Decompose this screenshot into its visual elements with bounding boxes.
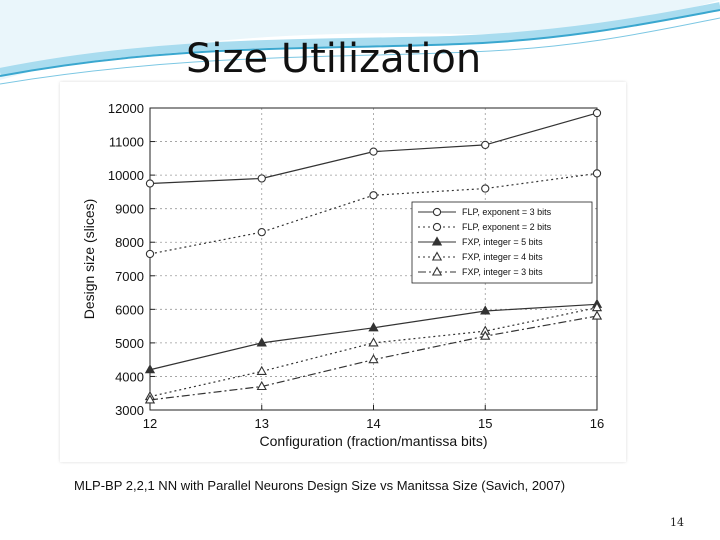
- series-layer: [144, 108, 603, 404]
- x-axis-ticks: 12 13 14 15 16: [143, 405, 604, 431]
- data-point: [481, 140, 490, 150]
- y-axis-ticks: 3000 4000 5000 6000 7000 8000 9000 10000 11000 12…: [108, 101, 155, 418]
- data-point: [369, 191, 378, 200]
- header-wave-decoration: [0, 0, 720, 85]
- legend-label: FXP, integer = 4 bits: [462, 252, 543, 262]
- wave-band: [0, 2, 720, 76]
- data-point: [592, 108, 602, 118]
- data-point: [368, 354, 379, 364]
- data-point: [591, 310, 603, 320]
- legend-marker: [431, 251, 443, 261]
- data-point: [144, 394, 156, 404]
- series-group: [145, 169, 602, 259]
- series-group: [144, 302, 603, 401]
- y-tick-label: 6000: [115, 302, 144, 317]
- series-line: [149, 307, 598, 398]
- y-axis-label: Design size (slices): [81, 199, 97, 320]
- legend-marker: [432, 207, 442, 217]
- y-tick-label: 9000: [115, 202, 144, 217]
- chart-panel: 3000 4000 5000 6000 7000 8000 9000 10000 11000 12…: [60, 82, 626, 462]
- data-point: [257, 228, 266, 237]
- line-chart: 3000 4000 5000 6000 7000 8000 9000 10000 11000 12…: [81, 101, 604, 449]
- wave-line-thin: [0, 17, 720, 85]
- y-tick-label: 7000: [115, 269, 144, 284]
- data-point: [256, 380, 267, 391]
- x-tick-label: 16: [590, 416, 604, 431]
- y-tick-label: 5000: [115, 336, 144, 351]
- data-point: [480, 305, 491, 315]
- data-point: [256, 337, 267, 347]
- data-point: [369, 147, 378, 156]
- data-point: [481, 184, 490, 193]
- data-point: [256, 365, 267, 375]
- data-point: [257, 174, 266, 183]
- legend-label: FLP, exponent = 3 bits: [462, 207, 552, 217]
- legend-label: FLP, exponent = 2 bits: [462, 222, 552, 232]
- data-point: [145, 249, 155, 259]
- page-number: 14: [670, 516, 684, 529]
- series-group: [144, 310, 603, 404]
- legend-marker: [431, 266, 443, 276]
- legend-label: FXP, integer = 3 bits: [462, 267, 543, 277]
- wave-line-dark: [0, 9, 720, 77]
- legend-marker: [431, 236, 443, 246]
- data-point: [592, 169, 602, 178]
- x-axis-label: Configuration (fraction/mantissa bits): [260, 433, 488, 449]
- y-tick-label: 8000: [115, 235, 144, 250]
- x-tick-label: 14: [366, 416, 380, 431]
- y-tick-label: 4000: [115, 369, 144, 384]
- legend: FLP, exponent = 3 bits FLP, exponent = 2 …: [411, 201, 593, 284]
- data-point: [480, 330, 491, 340]
- legend-label: FXP, integer = 5 bits: [462, 237, 543, 247]
- y-tick-label: 11000: [109, 135, 144, 150]
- legend-marker: [432, 222, 442, 232]
- data-point: [368, 322, 379, 332]
- wave-band-light: [0, 0, 720, 80]
- data-point: [144, 364, 156, 374]
- x-tick-label: 15: [478, 416, 492, 431]
- data-point: [145, 179, 155, 188]
- x-tick-label: 13: [255, 416, 269, 431]
- data-point: [368, 337, 379, 347]
- y-tick-label: 12000: [108, 101, 144, 116]
- y-tick-label: 10000: [108, 168, 144, 183]
- y-tick-label: 3000: [115, 403, 144, 418]
- x-tick-label: 12: [143, 416, 157, 431]
- series-group: [145, 108, 602, 188]
- figure-caption: MLP-BP 2,2,1 NN with Parallel Neurons De…: [74, 478, 566, 493]
- slide-title: Size Utilization: [186, 36, 482, 82]
